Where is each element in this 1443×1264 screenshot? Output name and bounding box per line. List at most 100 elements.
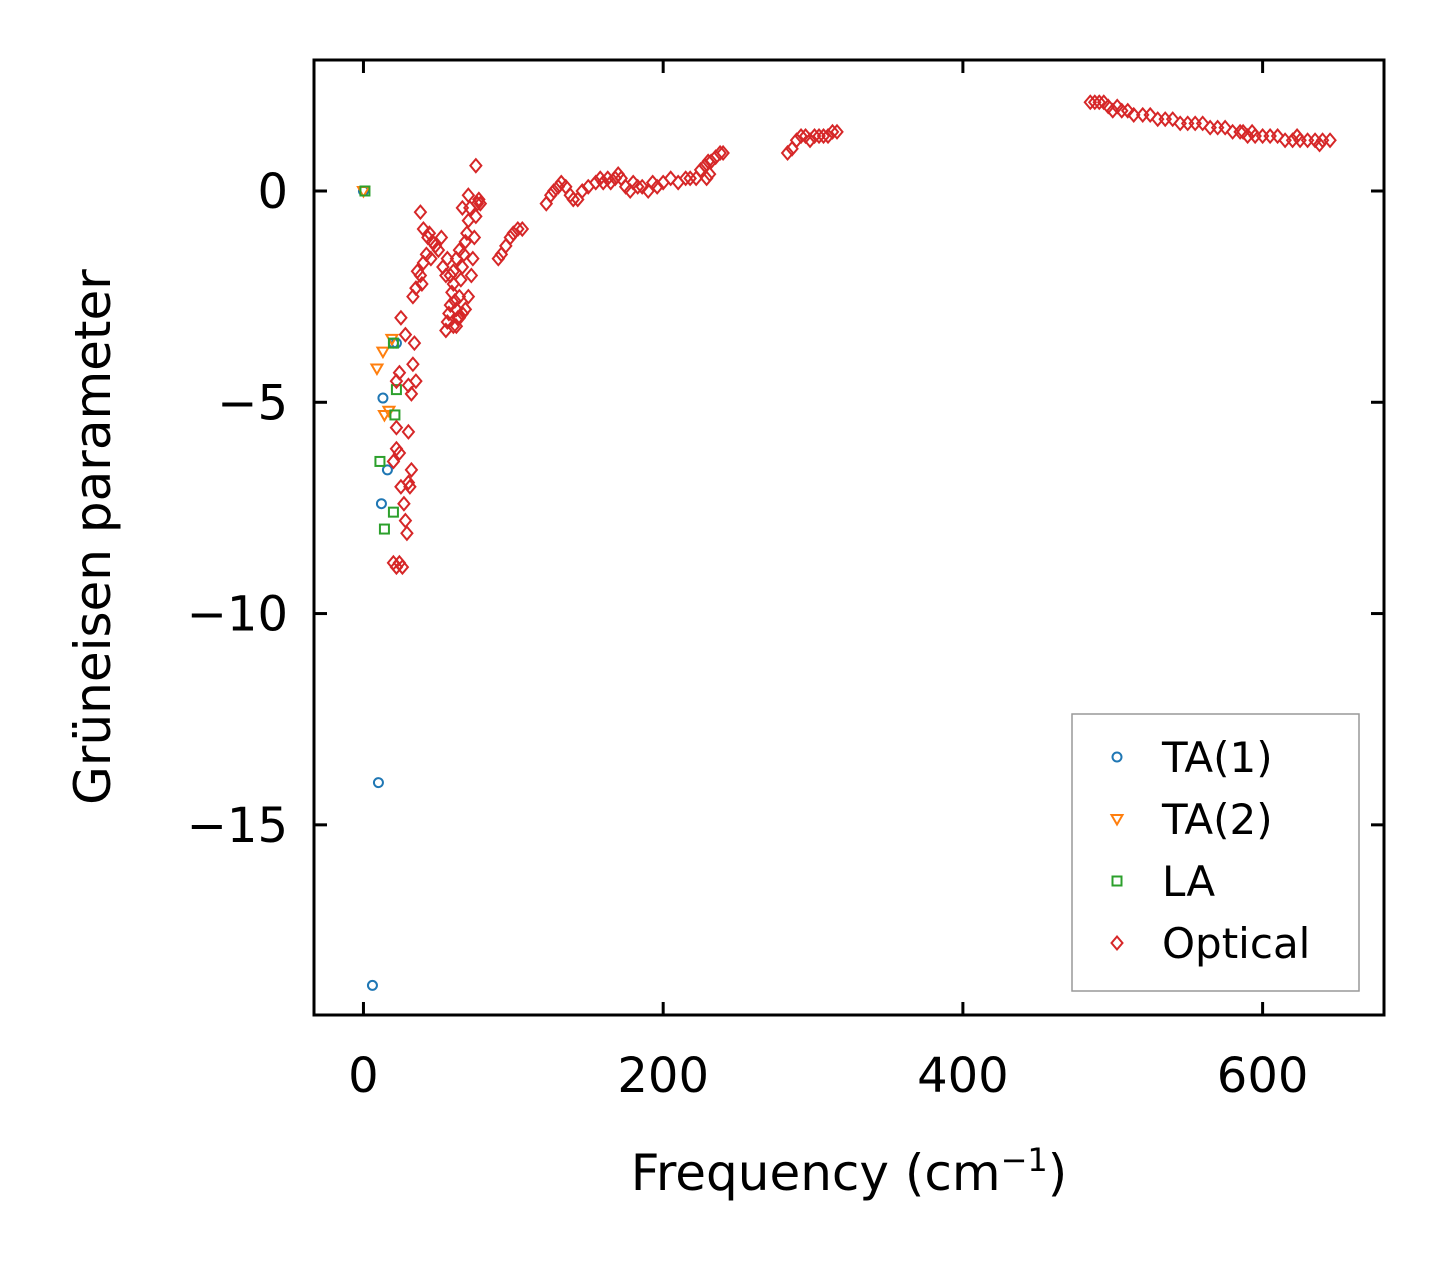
point-optical (1233, 123, 1247, 140)
point-optical (671, 174, 685, 191)
legend: TA(1) TA(2) LA Optical (1071, 713, 1360, 992)
point-optical (650, 178, 664, 195)
point-optical (443, 267, 458, 284)
point-optical (392, 364, 407, 381)
point-optical (713, 144, 727, 162)
point-optical (1087, 94, 1102, 111)
point-optical (1236, 123, 1250, 140)
point-optical (434, 229, 449, 246)
point-optical (386, 453, 401, 470)
point-optical (543, 187, 558, 204)
point-optical (392, 444, 407, 462)
point-optical (683, 170, 697, 187)
x-axis-label: Frequency (cm−1) (631, 1141, 1068, 1202)
point-optical (491, 250, 506, 267)
point-optical (461, 187, 476, 204)
point-optical (446, 318, 461, 335)
point-optical (424, 250, 438, 267)
point-optical (499, 237, 513, 254)
point-optical (575, 182, 590, 200)
point-optical (431, 242, 446, 259)
point-optical (663, 170, 678, 187)
point-optical (403, 478, 417, 495)
point-optical (1278, 132, 1292, 149)
point-optical (803, 132, 817, 149)
point-optical (1126, 106, 1141, 123)
point-optical (466, 250, 480, 267)
point-optical (470, 195, 485, 212)
point-optical (398, 512, 413, 529)
point-optical (608, 170, 623, 187)
point-optical (452, 288, 467, 305)
point-optical (693, 161, 708, 178)
point-optical (1105, 102, 1120, 119)
point-optical (454, 271, 468, 288)
point-optical (469, 208, 483, 225)
point-optical (630, 178, 645, 195)
point-optical (1173, 115, 1188, 132)
point-optical (1300, 132, 1315, 149)
point-optical (469, 157, 483, 174)
point-la (359, 185, 371, 197)
point-optical (1120, 102, 1135, 119)
y-axis-label: Grüneisen parameter (64, 269, 122, 805)
point-optical (460, 225, 474, 242)
point-optical (546, 182, 561, 200)
point-optical (440, 250, 455, 267)
point-ta-1 (377, 392, 389, 404)
point-optical (780, 144, 795, 162)
point-optical (464, 267, 479, 284)
point-optical (1180, 115, 1195, 132)
point-optical (440, 313, 455, 331)
point-optical (449, 318, 464, 335)
point-optical (409, 280, 423, 297)
point-optical (1188, 115, 1202, 132)
point-optical (455, 259, 470, 276)
point-optical (816, 128, 831, 145)
point-optical (452, 242, 467, 259)
point-optical (407, 335, 422, 352)
point-optical (406, 356, 420, 373)
legend-marker-ta-1 (1111, 751, 1123, 763)
point-optical (603, 174, 618, 191)
legend-label-ta-2: TA(2) (1161, 795, 1273, 844)
point-optical (635, 178, 650, 195)
point-ta-2 (375, 346, 391, 360)
point-la (378, 523, 390, 535)
point-optical (1312, 136, 1327, 153)
legend-marker-la (1111, 875, 1123, 887)
point-optical (461, 212, 476, 229)
point-optical (1218, 119, 1232, 136)
legend-label-la: LA (1162, 857, 1215, 906)
point-optical (397, 495, 411, 512)
point-optical (699, 170, 714, 187)
point-optical (716, 144, 730, 162)
point-optical (457, 246, 471, 263)
y-tick-label: −10 (187, 587, 288, 643)
point-optical (472, 191, 486, 208)
point-optical (401, 474, 416, 491)
point-ta-1 (375, 498, 387, 510)
point-optical (401, 423, 416, 440)
point-optical (566, 191, 581, 208)
plot-area (312, 58, 1386, 1017)
point-optical (830, 123, 844, 140)
point-la (374, 455, 386, 467)
point-optical (1114, 102, 1129, 119)
point-ta-2 (381, 405, 397, 419)
y-tick-label: 0 (257, 164, 288, 220)
point-optical (458, 233, 473, 250)
point-optical (1203, 119, 1217, 136)
point-optical (415, 275, 429, 293)
x-tick-label: 400 (917, 1048, 1009, 1104)
point-optical (413, 204, 428, 221)
point-optical (1323, 132, 1337, 149)
point-optical (461, 288, 476, 305)
x-tick-label: 0 (348, 1048, 379, 1104)
point-optical (413, 267, 428, 284)
point-la (387, 506, 399, 518)
point-optical (503, 229, 518, 246)
point-optical (389, 559, 404, 576)
point-la (390, 384, 402, 396)
